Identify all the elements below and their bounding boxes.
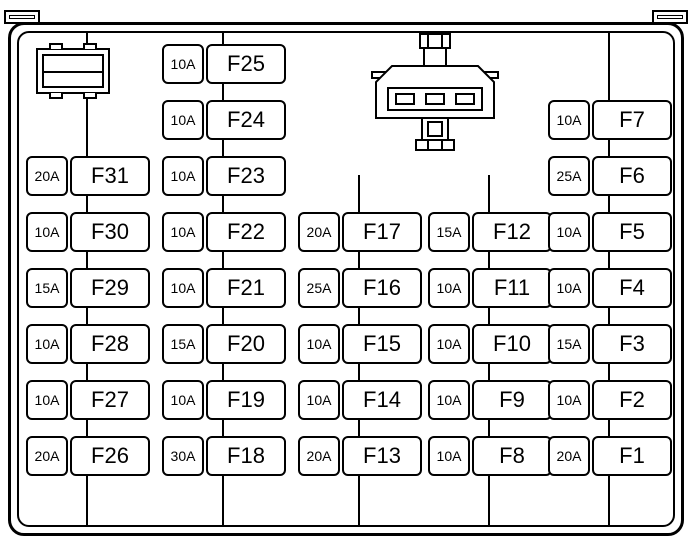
fuse-name-label: F3 [592,324,672,364]
fuse-amp-label: 10A [26,212,68,252]
fuse-slot: 10AF30 [26,212,150,252]
fuse-name-label: F1 [592,436,672,476]
fuse-name-label: F30 [70,212,150,252]
fuse-name-label: F18 [206,436,286,476]
fuse-name-label: F20 [206,324,286,364]
diagnostic-connector [360,32,510,162]
fuse-slot: 15AF20 [162,324,286,364]
fuse-slot: 20AF1 [548,436,672,476]
fuse-name-label: F13 [342,436,422,476]
fuse-name-label: F22 [206,212,286,252]
fuse-amp-label: 10A [428,436,470,476]
fuse-amp-label: 10A [162,380,204,420]
fuse-slot: 15AF29 [26,268,150,308]
fuse-name-label: F25 [206,44,286,84]
fuse-slot: 10AF2 [548,380,672,420]
fuse-slot: 15AF3 [548,324,672,364]
fuse-slot: 10AF4 [548,268,672,308]
fuse-name-label: F23 [206,156,286,196]
fuse-amp-label: 10A [428,380,470,420]
fuse-name-label: F11 [472,268,552,308]
fuse-slot: 10AF8 [428,436,552,476]
fuse-amp-label: 10A [162,44,204,84]
fuse-amp-label: 25A [298,268,340,308]
fuse-name-label: F17 [342,212,422,252]
fuse-name-label: F10 [472,324,552,364]
fuse-amp-label: 10A [428,268,470,308]
fuse-name-label: F15 [342,324,422,364]
fuse-slot: 20AF31 [26,156,150,196]
fuse-slot: 10AF9 [428,380,552,420]
fuse-amp-label: 20A [26,436,68,476]
fuse-name-label: F19 [206,380,286,420]
fuse-slot: 20AF13 [298,436,422,476]
fuse-name-label: F21 [206,268,286,308]
fuse-name-label: F6 [592,156,672,196]
fuse-amp-label: 10A [162,100,204,140]
fuse-amp-label: 30A [162,436,204,476]
fuse-amp-label: 10A [548,100,590,140]
fuse-amp-label: 10A [298,380,340,420]
fuse-name-label: F26 [70,436,150,476]
fuse-name-label: F12 [472,212,552,252]
fuse-amp-label: 10A [26,380,68,420]
fuse-slot: 10AF24 [162,100,286,140]
fuse-slot: 10AF15 [298,324,422,364]
fuse-amp-label: 10A [548,268,590,308]
fuse-name-label: F31 [70,156,150,196]
fuse-slot: 10AF21 [162,268,286,308]
mounting-bracket [4,10,40,24]
fuse-slot: 20AF17 [298,212,422,252]
fuse-amp-label: 15A [162,324,204,364]
fuse-slot: 10AF23 [162,156,286,196]
fuse-name-label: F9 [472,380,552,420]
fuse-amp-label: 10A [26,324,68,364]
fuse-slot: 20AF26 [26,436,150,476]
fuse-slot: 10AF10 [428,324,552,364]
fuse-name-label: F16 [342,268,422,308]
fuse-slot: 10AF27 [26,380,150,420]
fuse-amp-label: 10A [162,156,204,196]
fuse-slot: 15AF12 [428,212,552,252]
fuse-slot: 10AF28 [26,324,150,364]
fuse-amp-label: 20A [26,156,68,196]
fuse-name-label: F2 [592,380,672,420]
fuse-name-label: F14 [342,380,422,420]
fuse-name-label: F28 [70,324,150,364]
fuse-slot: 25AF6 [548,156,672,196]
fuse-name-label: F27 [70,380,150,420]
fuse-amp-label: 10A [162,268,204,308]
fuse-amp-label: 15A [26,268,68,308]
fuse-slot: 10AF14 [298,380,422,420]
fuse-amp-label: 25A [548,156,590,196]
fuse-slot: 10AF5 [548,212,672,252]
fuse-name-label: F4 [592,268,672,308]
fuse-amp-label: 10A [548,212,590,252]
fuse-slot: 10AF25 [162,44,286,84]
fuse-slot: 25AF16 [298,268,422,308]
fuse-name-label: F29 [70,268,150,308]
fuse-amp-label: 10A [162,212,204,252]
fuse-slot: 10AF19 [162,380,286,420]
fuse-amp-label: 15A [428,212,470,252]
fuse-amp-label: 10A [548,380,590,420]
fuse-amp-label: 10A [428,324,470,364]
mounting-bracket [652,10,688,24]
fuse-amp-label: 15A [548,324,590,364]
fuse-name-label: F7 [592,100,672,140]
fuse-slot: 10AF7 [548,100,672,140]
fuse-slot: 10AF22 [162,212,286,252]
fuse-amp-label: 10A [298,324,340,364]
fuse-name-label: F24 [206,100,286,140]
fuse-name-label: F5 [592,212,672,252]
fuse-name-label: F8 [472,436,552,476]
fuse-slot: 30AF18 [162,436,286,476]
fuse-amp-label: 20A [298,436,340,476]
fuse-amp-label: 20A [298,212,340,252]
relay-module [36,48,110,94]
fuse-slot: 10AF11 [428,268,552,308]
fuse-amp-label: 20A [548,436,590,476]
